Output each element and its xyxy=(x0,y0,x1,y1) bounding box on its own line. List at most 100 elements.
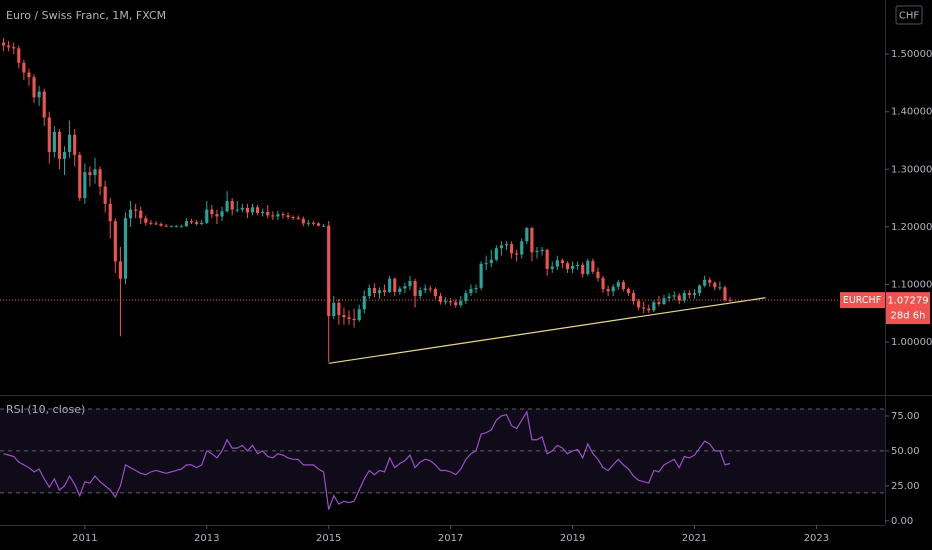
candle-body xyxy=(367,287,371,296)
candle-body xyxy=(316,223,321,226)
candle-body xyxy=(12,47,16,49)
candle-body xyxy=(57,131,62,159)
candle-body xyxy=(225,200,229,212)
candle-body xyxy=(499,245,504,249)
y-tick-label: 1.30000 xyxy=(891,164,932,175)
candle-body xyxy=(68,134,72,153)
candle-body xyxy=(667,296,671,299)
candle-body xyxy=(433,289,437,296)
candle-body xyxy=(611,286,615,292)
candle-body xyxy=(118,261,122,279)
y-tick-label: 1.10000 xyxy=(891,279,932,290)
candle-body xyxy=(652,302,656,311)
candle-body xyxy=(581,264,585,275)
candle-body xyxy=(42,91,46,118)
candle-body xyxy=(647,308,651,311)
candle-body xyxy=(606,289,610,292)
candle-body xyxy=(174,226,178,228)
candle-body xyxy=(149,222,153,224)
candle-body xyxy=(169,226,173,228)
candle-body xyxy=(352,318,356,321)
candle-body xyxy=(200,222,204,224)
candle-body xyxy=(123,218,128,279)
candle-body xyxy=(342,314,346,318)
candle-body xyxy=(271,215,275,217)
candle-body xyxy=(474,287,478,290)
candle-body xyxy=(728,299,732,301)
last-price-label: 1.07279 xyxy=(887,296,928,307)
candle-body xyxy=(657,302,661,305)
candle-body xyxy=(52,131,56,153)
x-tick-label: 2021 xyxy=(682,533,707,544)
candle-body xyxy=(301,218,305,224)
candle-body xyxy=(687,293,691,295)
candle-body xyxy=(535,251,539,253)
candle-body xyxy=(545,249,549,269)
candle-body xyxy=(586,260,590,275)
candle-body xyxy=(596,271,600,279)
candle-body xyxy=(672,295,676,297)
y-tick-label: 1.00000 xyxy=(891,337,932,348)
candle-body xyxy=(494,248,498,260)
candle-body xyxy=(220,211,224,217)
candle-body xyxy=(403,286,407,289)
x-tick-label: 2019 xyxy=(560,533,585,544)
candle-body xyxy=(428,288,432,290)
candle-body xyxy=(393,278,397,292)
candle-body xyxy=(195,222,199,224)
y-tick-label: 25.00 xyxy=(891,481,920,492)
candle-body xyxy=(98,169,102,187)
candle-body xyxy=(560,260,564,264)
candle-body xyxy=(398,288,402,292)
currency-label[interactable]: CHF xyxy=(899,11,920,22)
candle-body xyxy=(296,217,300,219)
y-tick-label: 50.00 xyxy=(891,446,920,457)
candle-body xyxy=(322,225,326,227)
candle-body xyxy=(357,309,361,321)
candle-body xyxy=(22,62,26,73)
candle-body xyxy=(73,134,77,155)
candle-body xyxy=(459,301,463,306)
candle-body xyxy=(134,209,138,211)
candle-body xyxy=(708,279,712,283)
x-tick-label: 2017 xyxy=(438,533,463,544)
candle-body xyxy=(332,302,336,317)
x-tick-label: 2015 xyxy=(316,533,341,544)
candle-body xyxy=(215,214,219,217)
candle-body xyxy=(408,280,412,287)
candle-body xyxy=(32,77,36,98)
candle-body xyxy=(266,211,270,216)
candle-body xyxy=(525,228,529,242)
candle-body xyxy=(489,259,493,264)
candle-body xyxy=(570,266,575,269)
candle-body xyxy=(713,282,717,288)
candle-body xyxy=(128,209,133,219)
candle-body xyxy=(697,285,702,294)
candle-body xyxy=(484,263,488,265)
candle-body xyxy=(601,278,605,290)
y-tick-label: 1.50000 xyxy=(891,49,932,60)
rsi-line xyxy=(3,410,731,510)
candle-body xyxy=(255,207,260,214)
candle-body xyxy=(616,282,620,287)
candle-body xyxy=(205,209,209,223)
candle-body xyxy=(337,302,341,315)
symbol-box xyxy=(840,292,885,309)
currency-box[interactable] xyxy=(895,5,923,25)
candle-body xyxy=(576,264,580,267)
x-tick-label: 2013 xyxy=(194,533,219,544)
candle-body xyxy=(362,295,366,310)
candle-body xyxy=(159,223,163,226)
candle-body xyxy=(464,293,468,302)
candle-body xyxy=(1,42,6,46)
candle-body xyxy=(423,288,427,291)
y-tick-label: 75.00 xyxy=(891,411,920,422)
candle-body xyxy=(179,226,183,228)
candle-body xyxy=(27,72,31,78)
countdown-label: 28d 6h xyxy=(891,311,926,322)
candle-body xyxy=(281,214,285,216)
x-tick-label: 2011 xyxy=(72,533,97,544)
candle-body xyxy=(565,263,570,269)
candle-body xyxy=(621,282,625,290)
candle-body xyxy=(7,45,11,48)
